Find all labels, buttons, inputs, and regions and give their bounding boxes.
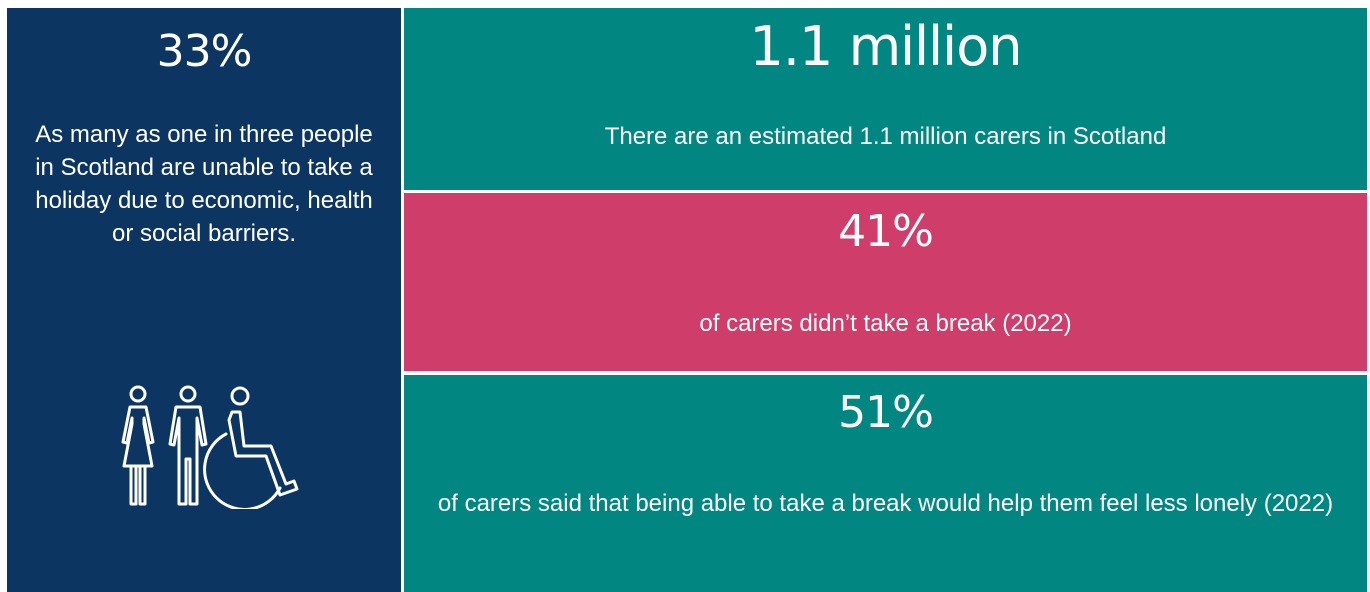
stat-description: There are an estimated 1.1 million carer… xyxy=(604,123,1167,150)
stat-value: 41% xyxy=(838,206,934,257)
stat-description: of carers didn’t take a break (2022) xyxy=(699,310,1072,337)
stat-panel-lonely: 51% of carers said that being able to ta… xyxy=(404,375,1367,592)
stat-value: 51% xyxy=(838,387,934,438)
stat-value: 33% xyxy=(156,26,253,77)
stat-panel-carers: 1.1 million There are an estimated 1.1 m… xyxy=(404,8,1367,190)
stat-description: of carers said that being able to take a… xyxy=(437,490,1334,517)
stat-value: 1.1 million xyxy=(749,15,1023,78)
stat-panel-holiday: 33% As many as one in three people in Sc… xyxy=(7,8,401,592)
people-accessibility-icon xyxy=(121,385,299,509)
stat-description: As many as one in three people in Scotla… xyxy=(35,121,373,247)
stat-panel-no-break: 41% of carers didn’t take a break (2022) xyxy=(404,193,1367,371)
